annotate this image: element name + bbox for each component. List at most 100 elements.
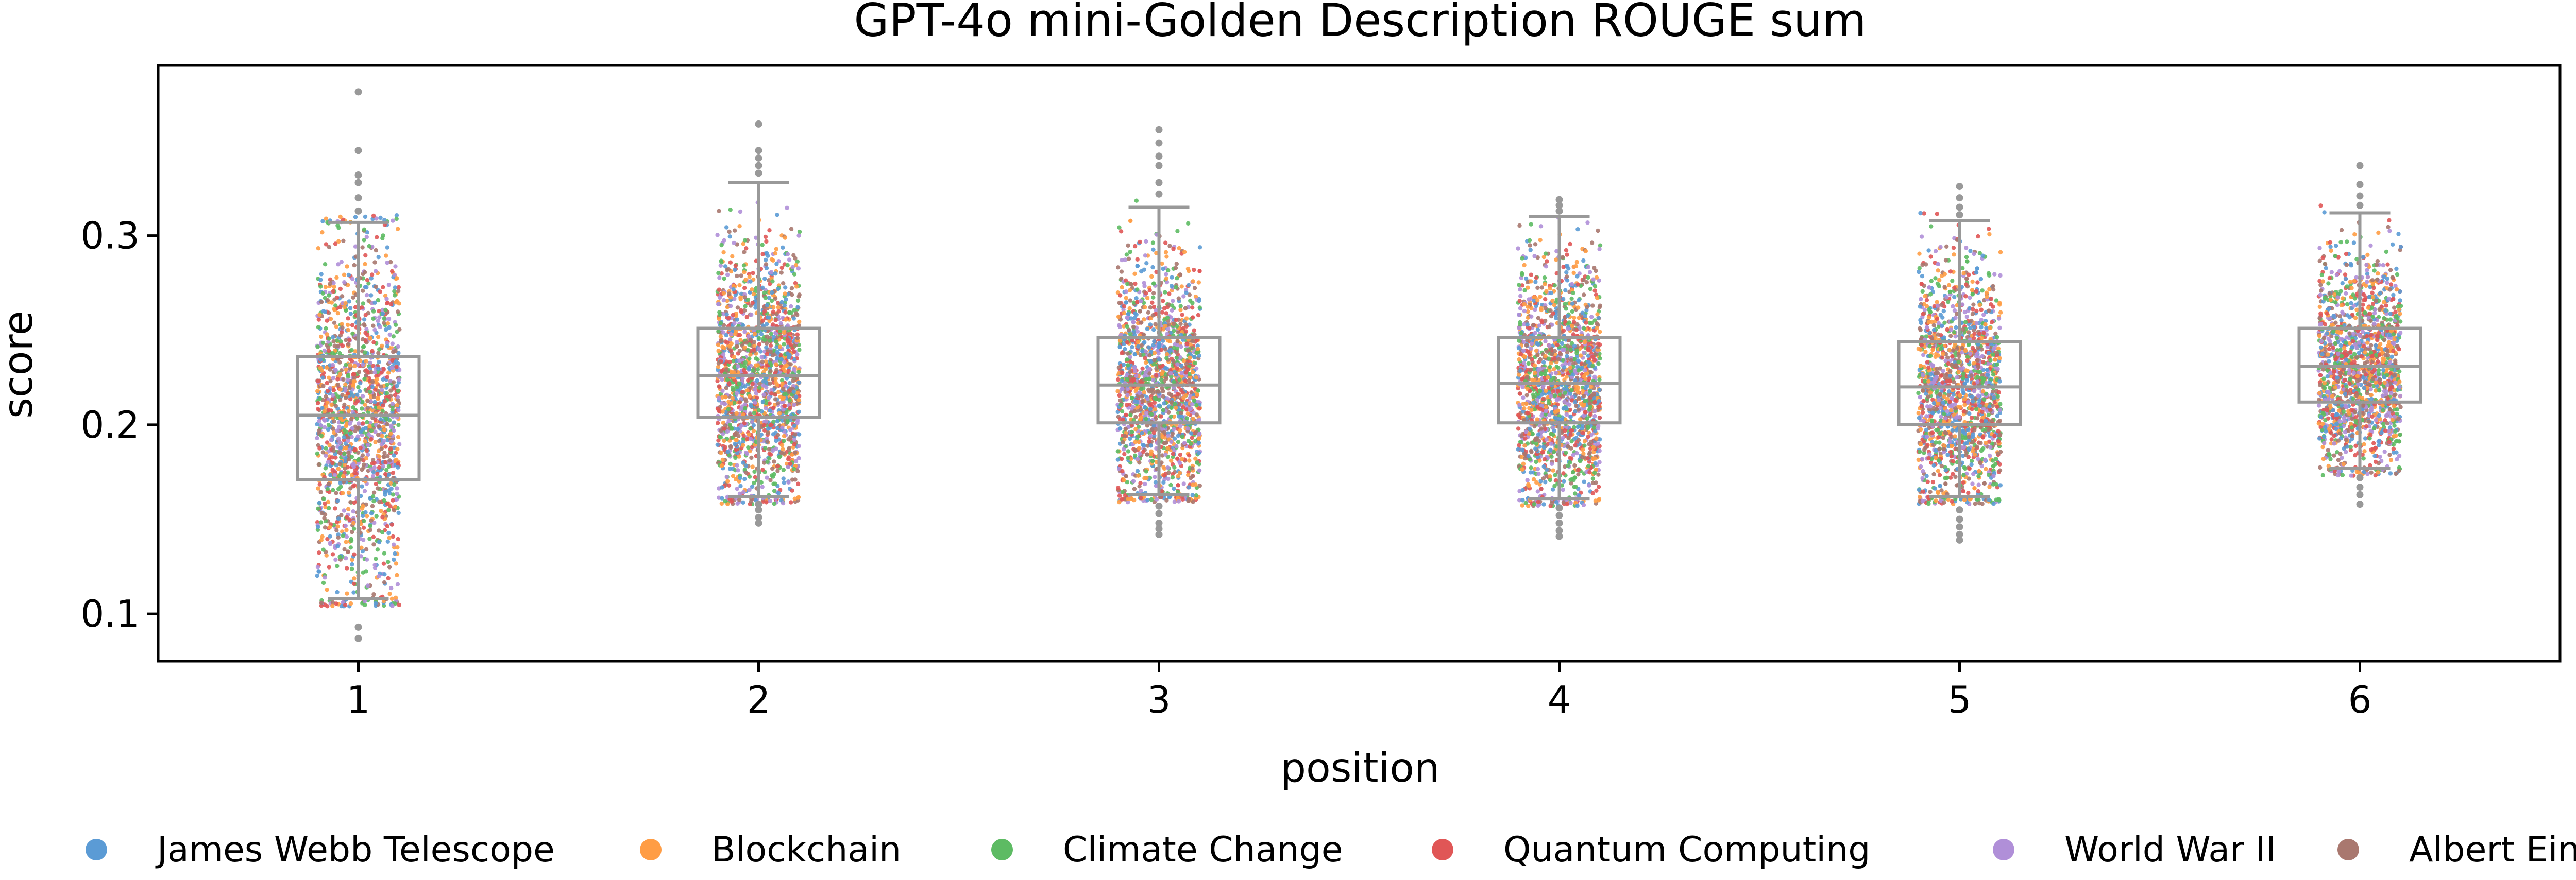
strip-point [724, 225, 729, 230]
strip-point [356, 385, 361, 390]
strip-point [341, 474, 346, 478]
strip-point [358, 358, 363, 363]
strip-point [389, 439, 394, 444]
strip-point [323, 575, 327, 580]
strip-point [1144, 469, 1149, 474]
strip-point [377, 424, 381, 429]
strip-point [395, 545, 400, 550]
strip-point [717, 316, 721, 321]
strip-point [772, 459, 776, 464]
strip-point [1140, 399, 1145, 403]
strip-point [1122, 434, 1127, 438]
strip-point [326, 460, 331, 464]
strip-point [1153, 322, 1158, 326]
strip-point [1192, 286, 1197, 290]
strip-point [1164, 352, 1170, 357]
strip-point [1157, 344, 1161, 349]
strip-point [773, 296, 778, 301]
strip-point [792, 442, 797, 447]
strip-point [1119, 456, 1124, 461]
strip-point [353, 215, 358, 219]
strip-point [334, 275, 339, 280]
strip-point [1144, 239, 1148, 244]
strip-point [765, 322, 769, 326]
strip-point [394, 359, 398, 364]
strip-point [377, 528, 381, 533]
strip-point [372, 465, 377, 470]
strip-point [718, 321, 723, 325]
strip-point [381, 377, 385, 382]
strip-point [323, 453, 328, 458]
strip-point [1196, 388, 1200, 393]
strip-point [1139, 299, 1143, 303]
strip-point [734, 438, 739, 442]
strip-point [722, 276, 726, 281]
strip-point [342, 402, 347, 407]
strip-point [1170, 308, 1175, 313]
strip-point [391, 492, 396, 497]
strip-point [786, 447, 791, 452]
strip-point [350, 359, 354, 364]
strip-point [782, 342, 786, 347]
strip-point [743, 304, 748, 308]
strip-point [341, 238, 346, 243]
strip-point [1143, 305, 1147, 309]
strip-point [1174, 285, 1178, 290]
strip-point [1120, 387, 1125, 391]
strip-point [756, 408, 761, 412]
strip-point [348, 430, 353, 436]
strip-point [1178, 321, 1183, 326]
strip-point [325, 298, 330, 303]
strip-point [388, 431, 393, 436]
strip-point [393, 293, 397, 298]
strip-point [715, 233, 720, 237]
strip-point [720, 377, 724, 382]
strip-point [335, 310, 341, 316]
strip-point [1120, 497, 1124, 502]
strip-point [1192, 328, 1196, 333]
strip-point [386, 370, 391, 375]
strip-point [387, 592, 392, 596]
strip-point [363, 313, 368, 317]
strip-point [377, 347, 382, 352]
strip-point [763, 446, 768, 451]
strip-point [373, 601, 378, 606]
strip-point [1116, 486, 1121, 490]
strip-point [334, 324, 339, 329]
strip-point [371, 474, 376, 478]
strip-point [355, 392, 360, 397]
strip-point [386, 508, 391, 512]
strip-point [390, 407, 395, 412]
strip-point [370, 494, 376, 499]
strip-point [344, 363, 348, 367]
strip-point [367, 424, 372, 428]
strip-point [1117, 324, 1122, 329]
strip-point [747, 474, 752, 479]
strip-point [364, 448, 369, 453]
strip-point [1161, 266, 1165, 271]
strip-point [1196, 280, 1201, 285]
strip-point [749, 404, 754, 409]
strip-point [794, 394, 799, 399]
strip-point [383, 444, 388, 449]
strip-point [773, 392, 778, 397]
strip-point [1176, 474, 1180, 479]
strip-point [344, 556, 348, 561]
strip-point [774, 262, 779, 266]
strip-point [377, 359, 381, 365]
strip-point [1172, 499, 1177, 504]
strip-point [1132, 271, 1137, 276]
strip-point [793, 450, 798, 455]
strip-point [328, 534, 332, 539]
strip-point [1196, 440, 1201, 445]
strip-point [1139, 496, 1143, 501]
strip-point [396, 344, 400, 349]
strip-point [790, 488, 794, 493]
strip-point [385, 382, 389, 387]
strip-point [348, 363, 352, 368]
strip-point [1149, 449, 1154, 454]
strip-point [739, 423, 744, 428]
strip-point [786, 455, 791, 460]
strip-point [377, 439, 382, 443]
strip-point [325, 381, 329, 386]
